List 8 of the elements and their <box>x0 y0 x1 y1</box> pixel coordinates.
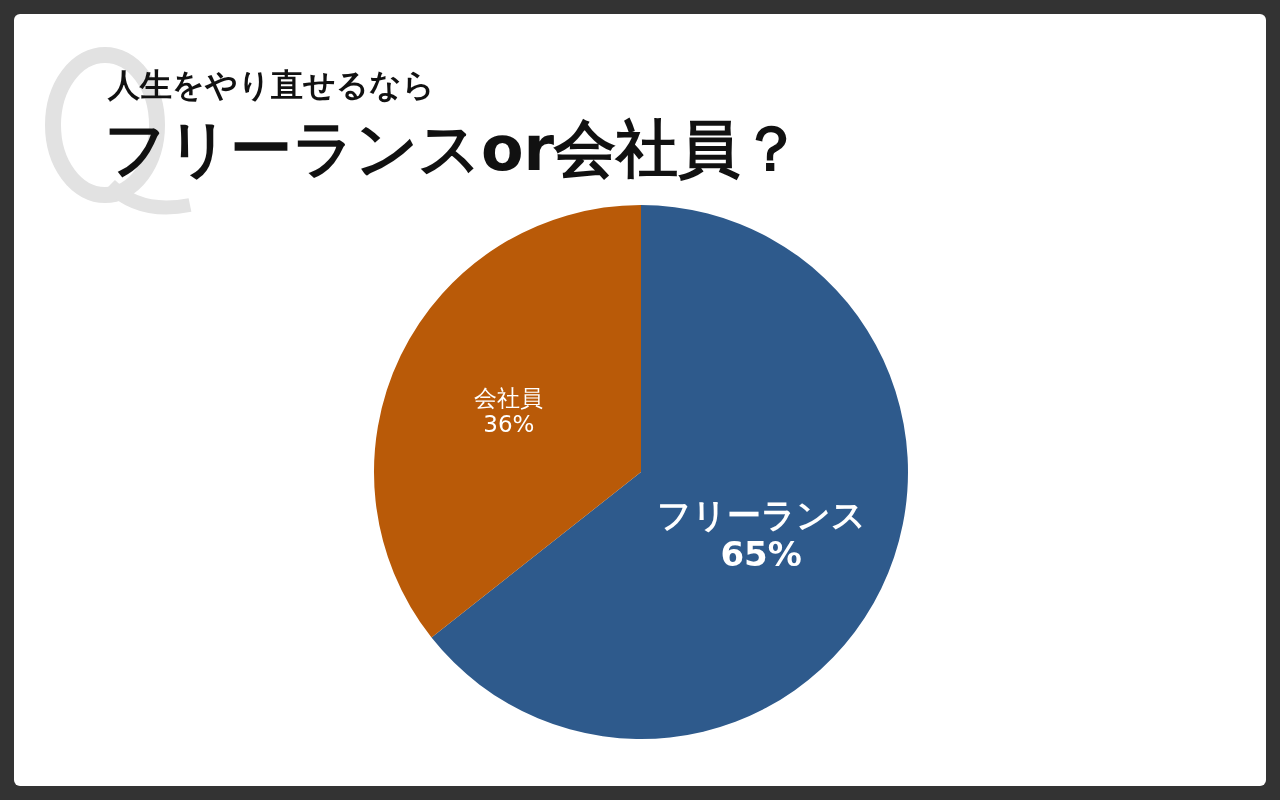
pie-slice <box>374 205 641 638</box>
pie-slice <box>431 205 908 739</box>
chart-subtitle: フリーランスor会社員？ <box>104 112 803 185</box>
chart-title: 人生をやり直せるなら <box>107 66 435 104</box>
slice-label: フリーランス <box>656 494 866 535</box>
data-label: 65% <box>720 533 802 574</box>
slice-label: 会社員 <box>474 384 544 411</box>
data-label: 36% <box>483 411 535 438</box>
